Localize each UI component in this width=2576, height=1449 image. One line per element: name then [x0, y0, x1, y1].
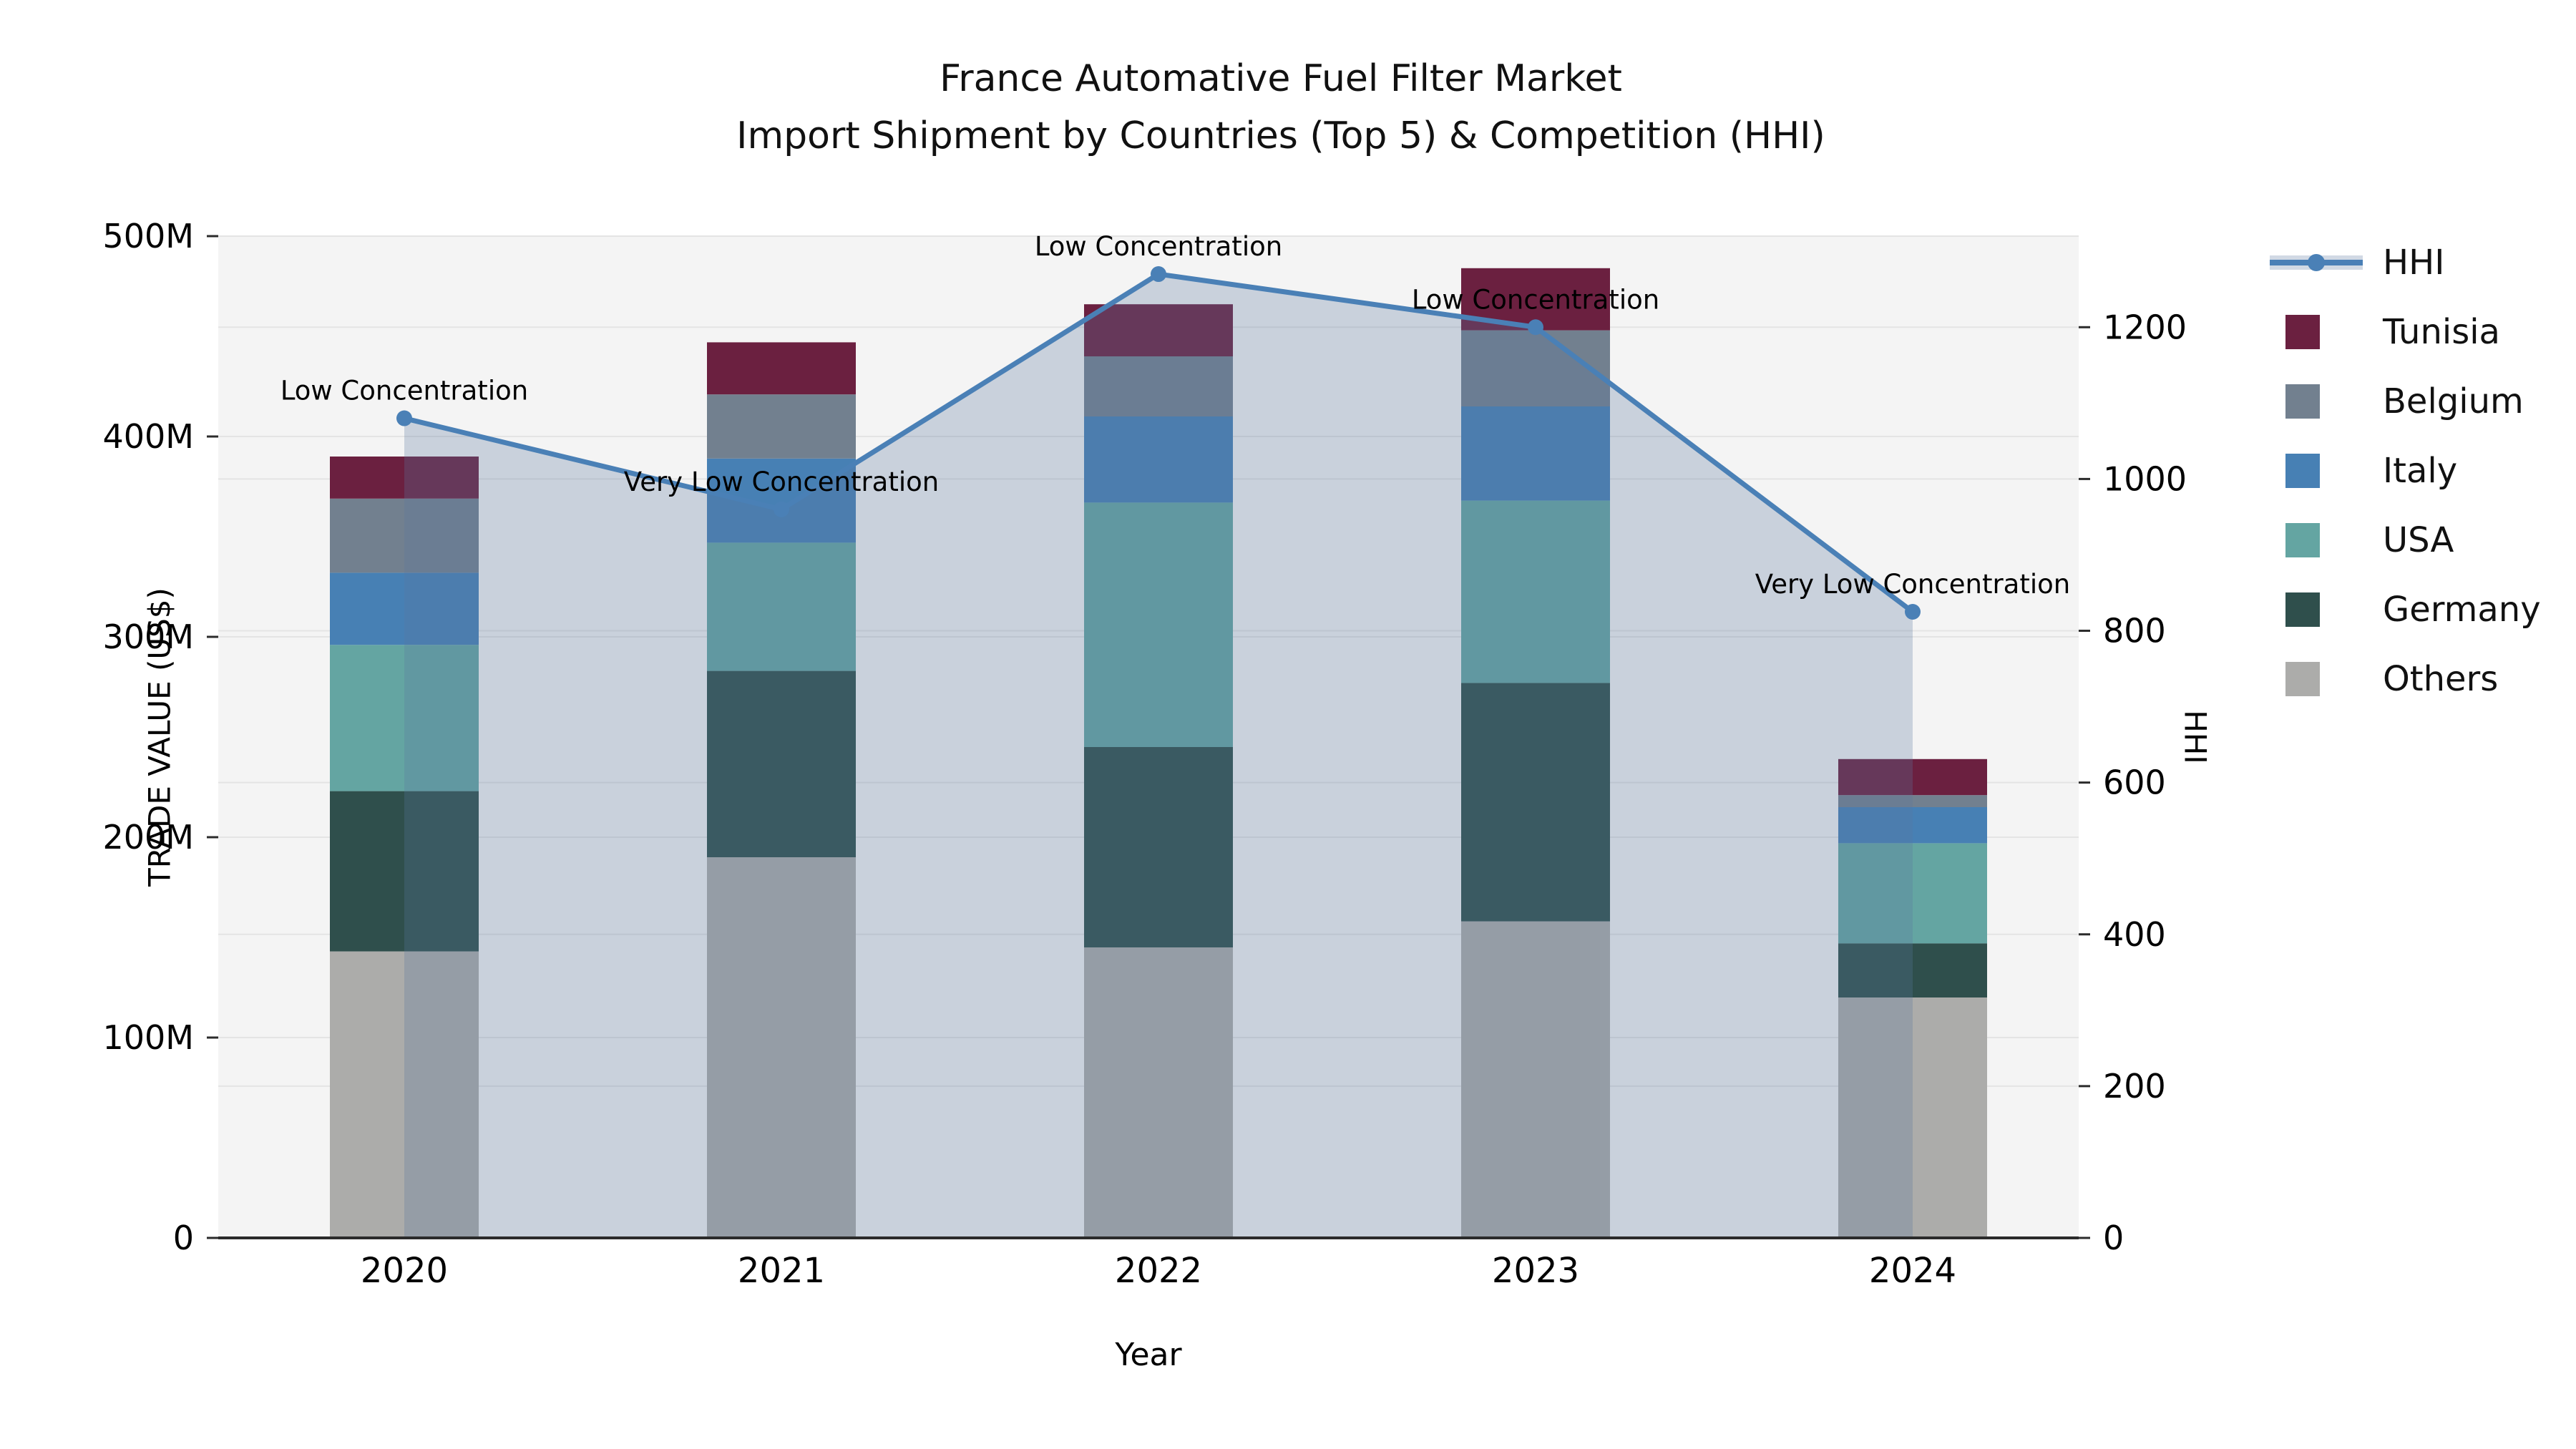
left-axis-tick-label: 300M: [103, 618, 195, 656]
left-axis-tick-label: 200M: [103, 818, 195, 857]
bar-segment-others-2022: [1084, 947, 1233, 1238]
legend-swatch-icon: [2270, 453, 2363, 488]
bar-segment-tunisia-2020: [330, 457, 479, 499]
bar-segment-usa-2020: [330, 645, 479, 791]
hhi-marker: [396, 410, 412, 426]
legend-swatch-icon: [2270, 384, 2363, 419]
left-axis-tick-label: 400M: [103, 417, 195, 456]
bar-segment-tunisia-2024: [1838, 758, 1987, 796]
hhi-marker: [1905, 604, 1921, 620]
x-axis-tick-label: 2020: [361, 1251, 448, 1291]
x-axis-tick-label: 2021: [738, 1251, 825, 1291]
bar-segment-germany-2021: [707, 670, 856, 857]
bar-segment-tunisia-2021: [707, 342, 856, 395]
x-axis-tick-label: 2023: [1492, 1251, 1579, 1291]
legend-item-germany: Germany: [2270, 575, 2541, 644]
bar-segment-belgium-2021: [707, 394, 856, 459]
legend-swatch-icon: [2270, 314, 2363, 349]
legend-item-belgium: Belgium: [2270, 366, 2541, 436]
bar-segment-tunisia-2022: [1084, 304, 1233, 356]
bar-segment-germany-2020: [330, 791, 479, 952]
left-axis-tick-label: 0: [173, 1219, 194, 1257]
chart-title-line-2: Import Shipment by Countries (Top 5) & C…: [736, 114, 1825, 157]
legend-label: Tunisia: [2383, 311, 2500, 352]
bar-segment-others-2020: [330, 951, 479, 1238]
legend-label: Italy: [2383, 450, 2458, 491]
bar-segment-usa-2024: [1838, 843, 1987, 944]
right-axis-tick-label: 1000: [2103, 459, 2187, 498]
legend-label: USA: [2383, 519, 2454, 560]
bar-segment-belgium-2022: [1084, 356, 1233, 416]
bar-segment-italy-2023: [1461, 406, 1610, 501]
hhi-annotation: Very Low Concentration: [624, 467, 939, 497]
hhi-marker: [1528, 319, 1543, 336]
legend-swatch-icon: [2270, 522, 2363, 557]
legend-label: HHI: [2383, 242, 2445, 283]
bar-segment-usa-2021: [707, 542, 856, 671]
bar-segment-usa-2023: [1461, 500, 1610, 683]
bar-segment-italy-2020: [330, 572, 479, 645]
hhi-annotation: Low Concentration: [280, 376, 528, 406]
bar-segment-belgium-2020: [330, 498, 479, 573]
bar-segment-others-2024: [1838, 997, 1987, 1238]
bar-segment-italy-2021: [707, 458, 856, 543]
hhi-annotation: Low Concentration: [1035, 231, 1282, 262]
bar-segment-belgium-2023: [1461, 330, 1610, 406]
legend-item-italy: Italy: [2270, 436, 2541, 505]
left-axis-tick-label: 100M: [103, 1018, 195, 1057]
legend-item-hhi: HHI: [2270, 228, 2541, 297]
legend-swatch-icon: [2270, 661, 2363, 696]
legend-label: Others: [2383, 658, 2499, 699]
right-axis-tick-label: 400: [2103, 915, 2166, 954]
bar-segment-germany-2022: [1084, 747, 1233, 947]
legend-label: Germany: [2383, 589, 2541, 630]
bar-segment-belgium-2024: [1838, 795, 1987, 807]
hhi-marker: [1151, 266, 1166, 283]
left-axis-title: TRADE VALUE (US$): [142, 587, 177, 887]
x-axis-tick-label: 2022: [1115, 1251, 1202, 1291]
right-axis-title: HHI: [2177, 710, 2213, 764]
right-axis-tick-label: 1200: [2103, 308, 2187, 346]
legend: HHI Tunisia Belgium Italy USA Germany Others: [2270, 228, 2541, 713]
chart-title-line-1: France Automative Fuel Filter Market: [940, 57, 1622, 100]
right-axis-tick-label: 800: [2103, 612, 2166, 650]
left-axis-tick-label: 500M: [103, 217, 195, 255]
x-axis-tick-label: 2024: [1869, 1251, 1956, 1291]
hhi-annotation: Very Low Concentration: [1755, 569, 2070, 600]
legend-item-usa: USA: [2270, 505, 2541, 575]
legend-item-tunisia: Tunisia: [2270, 297, 2541, 366]
bar-segment-others-2023: [1461, 921, 1610, 1238]
bar-segment-others-2021: [707, 857, 856, 1238]
legend-label: Belgium: [2383, 381, 2524, 421]
right-axis-tick-label: 0: [2103, 1219, 2124, 1257]
hhi-marker: [774, 501, 789, 517]
hhi-annotation: Low Concentration: [1412, 284, 1659, 315]
bar-segment-usa-2022: [1084, 502, 1233, 747]
bar-segment-italy-2024: [1838, 807, 1987, 844]
legend-swatch-icon: [2270, 592, 2363, 627]
x-axis-title: Year: [1115, 1337, 1182, 1373]
right-axis-tick-label: 600: [2103, 763, 2166, 802]
bar-segment-italy-2022: [1084, 416, 1233, 503]
bar-segment-germany-2024: [1838, 943, 1987, 997]
right-axis-tick-label: 200: [2103, 1067, 2166, 1106]
legend-item-others: Others: [2270, 644, 2541, 713]
bar-segment-germany-2023: [1461, 683, 1610, 922]
hhi-line-icon: [2270, 253, 2363, 272]
